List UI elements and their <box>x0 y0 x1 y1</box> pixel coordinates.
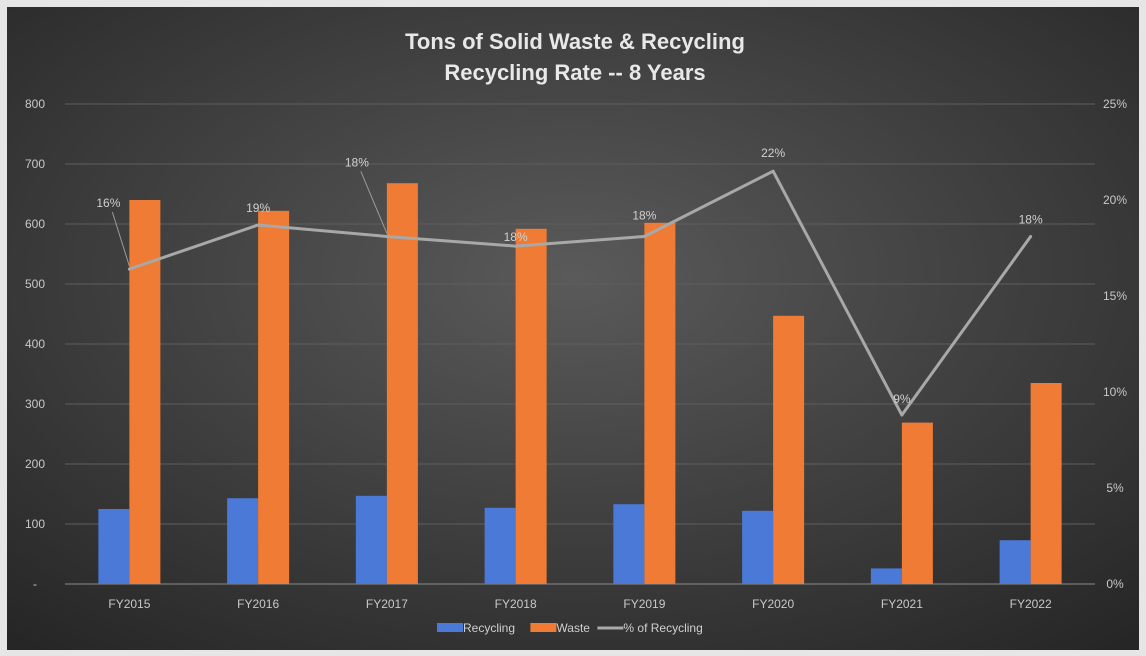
right-tick-label: 5% <box>1106 481 1124 495</box>
line-point-fy2020 <box>771 169 775 173</box>
bar-waste-fy2018 <box>515 228 547 585</box>
line-point-fy2015 <box>127 267 131 271</box>
right-tick-label: 20% <box>1103 193 1127 207</box>
line-point-fy2019 <box>642 234 646 238</box>
bar-recycling-fy2017 <box>355 495 387 584</box>
data-label-fy2017: 18% <box>345 155 369 169</box>
bar-waste-fy2022 <box>1030 383 1062 584</box>
left-tick-label: 700 <box>25 157 45 171</box>
legend-swatch-1 <box>530 623 557 632</box>
bar-recycling-fy2021 <box>870 568 902 584</box>
bar-waste-fy2019 <box>644 222 676 585</box>
bar-recycling-fy2018 <box>484 507 516 584</box>
bar-recycling-fy2022 <box>999 540 1031 584</box>
right-axis-ticks: 0% 5% 10% 15% 20% 25% <box>1103 97 1127 591</box>
chart-frame: Tons of Solid Waste & Recycling Recyclin… <box>7 7 1139 650</box>
data-label-fy2019: 18% <box>632 208 656 222</box>
x-tick-label: FY2020 <box>752 597 794 611</box>
x-tick-label: FY2019 <box>623 597 665 611</box>
bar-waste-fy2015 <box>129 200 161 584</box>
x-tick-label: FY2018 <box>495 597 537 611</box>
bar-recycling-fy2016 <box>227 498 259 584</box>
left-tick-label: 500 <box>25 277 45 291</box>
left-tick-label: 800 <box>25 97 45 111</box>
legend-swatch-0 <box>437 623 463 632</box>
legend-label-0: Recycling <box>463 621 515 635</box>
bar-waste-fy2020 <box>773 315 805 584</box>
legend-label-2: % of Recycling <box>623 621 702 635</box>
chart-title: Tons of Solid Waste & Recycling <box>405 29 745 54</box>
bars <box>98 183 1062 585</box>
right-tick-label: 15% <box>1103 289 1127 303</box>
left-tick-label: - <box>33 577 37 591</box>
data-label-fy2021: 9% <box>893 392 911 406</box>
left-axis-ticks: - 100 200 300 400 500 600 700 800 <box>25 97 45 591</box>
line-point-fy2021 <box>900 413 904 417</box>
left-tick-label: 400 <box>25 337 45 351</box>
line-series-recycling-rate <box>128 169 1032 417</box>
x-tick-label: FY2021 <box>881 597 923 611</box>
x-tick-label: FY2016 <box>237 597 279 611</box>
right-tick-label: 0% <box>1106 577 1124 591</box>
line-point-fy2017 <box>385 234 389 238</box>
bar-waste-fy2021 <box>901 422 933 584</box>
data-label-fy2015: 16% <box>96 196 120 210</box>
bar-waste-fy2017 <box>386 183 418 584</box>
right-tick-label: 10% <box>1103 385 1127 399</box>
data-label-fy2018: 18% <box>504 230 528 244</box>
x-tick-label: FY2022 <box>1010 597 1052 611</box>
x-tick-label: FY2015 <box>108 597 150 611</box>
line-point-fy2018 <box>514 244 518 248</box>
right-tick-label: 25% <box>1103 97 1127 111</box>
legend: Recycling Waste % of Recycling <box>437 621 703 635</box>
legend-label-1: Waste <box>556 621 590 635</box>
data-label-fy2022: 18% <box>1019 212 1043 226</box>
chart-subtitle: Recycling Rate -- 8 Years <box>444 60 705 85</box>
chart-background <box>7 7 1139 650</box>
x-axis-categories: FY2015 FY2016 FY2017 FY2018 FY2019 FY2020 FY20… <box>108 597 1052 611</box>
bar-recycling-fy2019 <box>613 504 645 584</box>
data-label-leader <box>111 211 130 267</box>
data-label-leader <box>360 171 388 234</box>
bar-recycling-fy2015 <box>98 509 130 584</box>
left-tick-label: 200 <box>25 457 45 471</box>
bar-recycling-fy2020 <box>742 510 774 584</box>
data-label-fy2016: 19% <box>246 201 270 215</box>
bar-waste-fy2016 <box>258 210 290 585</box>
x-tick-label: FY2017 <box>366 597 408 611</box>
left-tick-label: 300 <box>25 397 45 411</box>
data-label-fy2020: 22% <box>761 146 785 160</box>
line-point-fy2022 <box>1029 234 1033 238</box>
left-tick-label: 600 <box>25 217 45 231</box>
line-point-fy2016 <box>256 223 260 227</box>
left-tick-label: 100 <box>25 517 45 531</box>
recycling-rate-line: 16% 19% 18% 18% 18% 22% 9% 18% <box>96 146 1043 417</box>
chart-svg: Tons of Solid Waste & Recycling Recyclin… <box>7 7 1139 650</box>
